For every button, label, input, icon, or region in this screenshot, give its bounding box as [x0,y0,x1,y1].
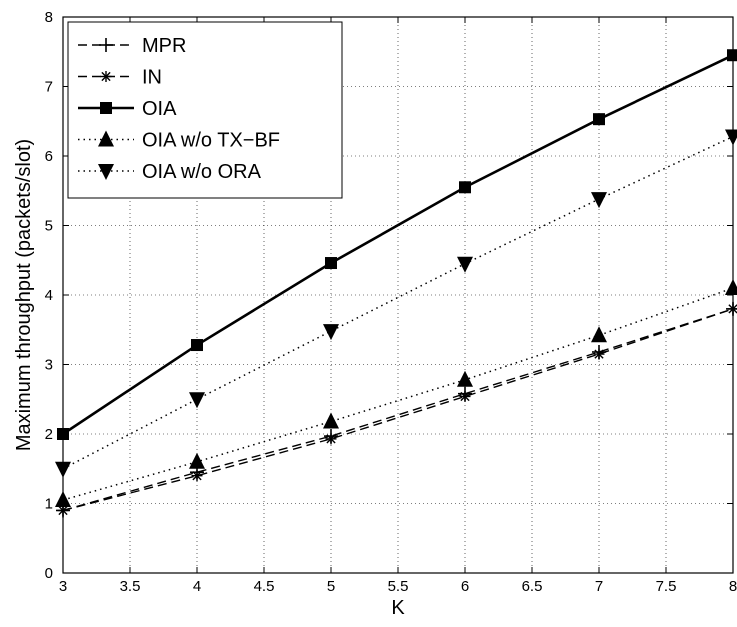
x-tick-label: 3.5 [120,578,141,595]
series-1-point [325,433,337,445]
series-3-point [323,412,339,429]
x-tick-label: 7 [595,578,603,595]
series-3-line [62,287,734,501]
series-3-point [725,279,737,296]
legend-item: OIA w/o ORA [78,161,262,183]
y-tick-label: 6 [45,148,53,165]
series-2-line [62,54,734,436]
series-2 [57,49,737,440]
series-4-point [591,192,607,209]
x-tick-label: 7.5 [656,578,677,595]
legend: MPR IN OIA OIA w/o TX−BF OIA w/o ORA [67,21,343,199]
legend-item: MPR [78,35,186,57]
series-3-point [591,326,607,343]
x-tick-label: 3 [59,578,67,595]
series-layer [55,49,737,518]
series-2-point [57,428,69,440]
legend-marker [100,102,112,114]
y-axis-label: Maximum throughput (packets/slot) [13,139,35,451]
legend-item: IN [78,67,162,89]
x-tick-label: 5.5 [388,578,409,595]
legend-box [67,21,343,199]
series-4-point [323,324,339,341]
y-tick-label: 8 [45,9,53,26]
y-tick-label: 2 [45,426,53,443]
y-tick-label: 0 [45,565,53,582]
ticks: 3 3.5 4 4.5 5 5.5 6 6.5 7 7.5 8 0 1 2 3 4 5 6 7 8 [45,9,737,595]
legend-marker [99,38,113,52]
legend-label: MPR [142,35,186,57]
legend-marker [98,164,114,180]
series-2-point [593,113,605,126]
x-axis-label: K [391,597,405,619]
series-2-point [325,257,337,270]
x-tick-label: 6 [461,578,469,595]
legend-marker [98,130,114,147]
y-tick-label: 7 [45,79,53,96]
series-4-point [189,392,205,409]
x-tick-label: 8 [729,578,737,595]
series-3-point [55,491,71,508]
y-tick-label: 3 [45,357,53,374]
y-tick-label: 4 [45,287,53,304]
series-1-line [62,308,734,512]
x-tick-label: 5 [327,578,335,595]
series-1 [57,303,737,516]
legend-label: OIA w/o TX−BF [142,130,280,152]
series-4-point [55,461,71,478]
series-4-point [725,129,737,146]
series-1-point [191,470,203,482]
series-3-point [189,452,205,469]
series-2-point [459,181,471,194]
series-4 [55,129,737,478]
series-2-point [191,339,203,352]
legend-marker [100,71,112,82]
series-1-point [459,390,471,402]
legend-item: OIA w/o TX−BF [78,130,280,152]
legend-label: OIA w/o ORA [142,161,262,183]
series-0-line [62,308,734,512]
series-1-point [593,348,605,360]
series-3 [55,279,737,508]
x-tick-label: 4.5 [254,578,275,595]
x-tick-label: 4 [193,578,201,595]
series-4-point [457,256,473,273]
y-tick-label: 1 [45,496,53,513]
legend-item: OIA [78,98,177,120]
legend-label: IN [142,67,162,89]
series-3-point [457,370,473,387]
y-tick-label: 5 [45,218,53,235]
x-tick-label: 6.5 [522,578,543,595]
legend-label: OIA [142,98,177,120]
series-2-point [727,49,737,62]
